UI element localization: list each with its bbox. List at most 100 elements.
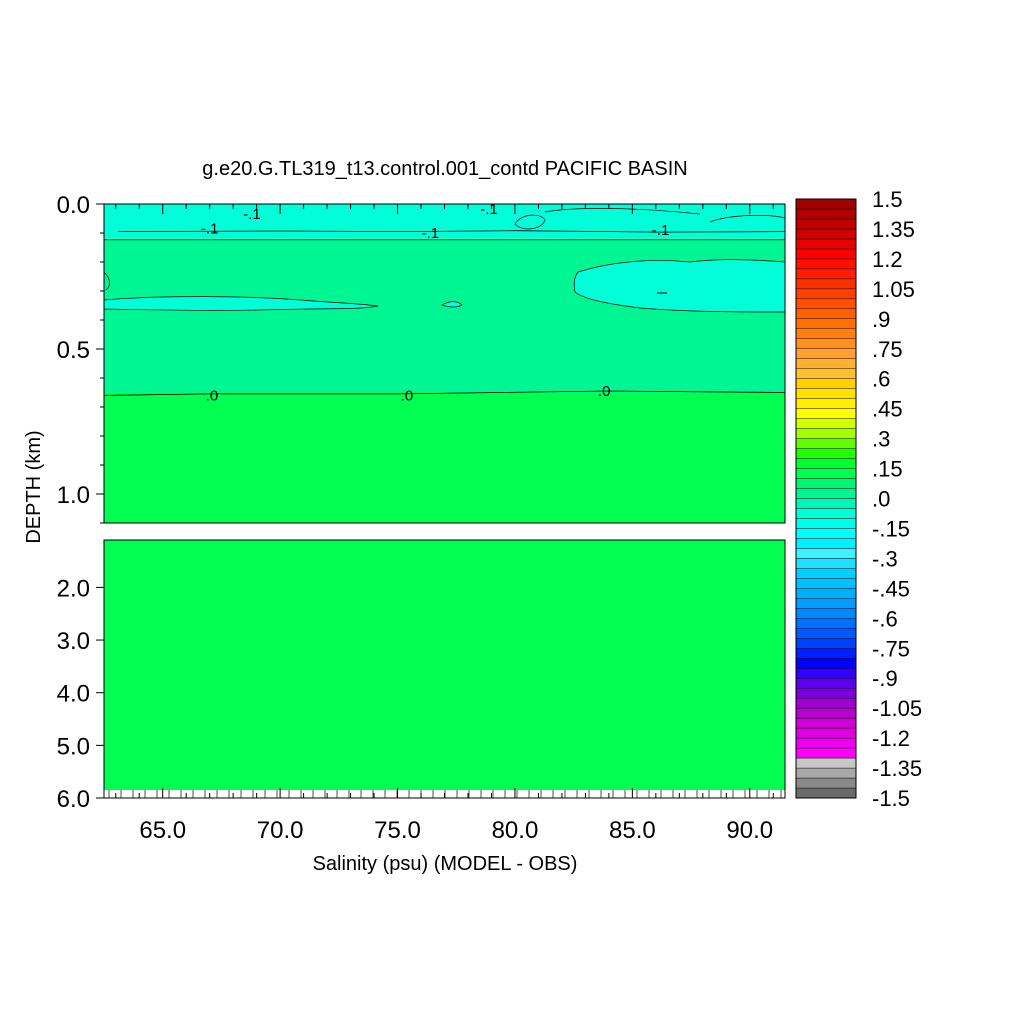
colorbar-swatch xyxy=(795,418,857,429)
colorbar-label: .45 xyxy=(872,397,903,422)
contour-line-1 xyxy=(103,390,786,396)
contour-label: -.1 xyxy=(243,206,261,223)
x-tick-label: 90.0 xyxy=(726,817,773,844)
colorbar-swatch xyxy=(795,248,857,260)
x-tick-label: 70.0 xyxy=(257,817,304,844)
colorbar-label: -.75 xyxy=(872,636,910,661)
colorbar-label: -.15 xyxy=(872,516,910,541)
colorbar-label: -.6 xyxy=(872,606,898,631)
y-tick-label: 2.0 xyxy=(57,575,90,602)
colorbar-label: -1.2 xyxy=(872,726,910,751)
colorbar-swatch xyxy=(795,588,857,599)
colorbar-swatch xyxy=(795,658,857,669)
colorbar-swatch xyxy=(795,308,857,320)
colorbar-swatch xyxy=(795,388,857,399)
anomaly-patch-east xyxy=(573,259,786,313)
y-tick-label: 0.0 xyxy=(57,192,90,219)
colorbar-swatch xyxy=(795,767,857,779)
colorbar-swatch xyxy=(795,618,857,629)
y-tick-label: 4.0 xyxy=(57,681,90,708)
colorbar-swatch xyxy=(795,288,857,300)
x-tick-label: 85.0 xyxy=(609,817,656,844)
colorbar-swatch xyxy=(795,298,857,310)
contour-label: -.1 xyxy=(480,201,498,218)
y-axis: 0.0 0.5 1.0 2.0 3.0 4.0 5.0 6.0 xyxy=(57,192,104,813)
colorbar-label: -.3 xyxy=(872,546,898,571)
colorbar-swatch xyxy=(795,198,857,210)
colorbar-swatch xyxy=(795,538,857,549)
x-tick-label: 65.0 xyxy=(139,817,186,844)
colorbar-swatch xyxy=(795,238,857,250)
colorbar-label: .0 xyxy=(872,487,890,512)
colorbar-label: .75 xyxy=(872,337,903,362)
colorbar-swatch xyxy=(795,278,857,290)
colorbar-label: 1.05 xyxy=(872,277,915,302)
anomaly-small-patch xyxy=(441,301,463,308)
colorbar-swatch xyxy=(795,568,857,579)
chart-title: g.e20.G.TL319_t13.control.001_contd PACI… xyxy=(202,158,687,180)
contour-edge-west xyxy=(103,271,110,291)
colorbar-swatch xyxy=(795,717,857,729)
colorbar-label: 1.35 xyxy=(872,217,915,242)
colorbar-frame xyxy=(795,198,857,799)
colorbar-swatch xyxy=(795,318,857,329)
colorbar-swatch xyxy=(795,378,857,389)
y-tick-label: 6.0 xyxy=(57,786,90,813)
colorbar-swatch xyxy=(795,368,857,379)
colorbar-swatch xyxy=(795,747,857,759)
x-axis: 65.0 70.0 75.0 80.0 85.0 90.0 xyxy=(115,204,774,844)
region-deep-water xyxy=(104,392,785,523)
colorbar-swatch xyxy=(795,668,857,679)
x-tick-label: 75.0 xyxy=(374,817,421,844)
y-tick-label: 3.0 xyxy=(57,628,90,655)
colorbar-swatch xyxy=(795,338,857,349)
colorbar-swatch xyxy=(795,268,857,280)
contour-closed-loop xyxy=(514,214,546,230)
contour-arc-mid xyxy=(544,208,701,215)
colorbar-swatch xyxy=(795,518,857,529)
colorbar-swatch xyxy=(795,697,857,709)
colorbar-swatch xyxy=(795,638,857,649)
colorbar-label: -1.05 xyxy=(872,696,922,721)
colorbar-swatch xyxy=(795,687,857,699)
x-axis-label: Salinity (psu) (MODEL - OBS) xyxy=(313,853,578,875)
colorbar-label: -.45 xyxy=(872,576,910,601)
colorbar-swatch xyxy=(795,608,857,619)
colorbar: 1.5 1.35 1.2 1.05 .9 .75 .6 .45 .3 .15 .0 -.15 -.3 -.… xyxy=(795,187,922,811)
contour-label: .0 xyxy=(598,383,611,400)
colorbar-swatch xyxy=(795,757,857,769)
colorbar-swatch xyxy=(795,438,857,449)
lower-depth-panel xyxy=(103,539,786,799)
colorbar-swatch xyxy=(795,707,857,719)
colorbar-swatch xyxy=(795,348,857,359)
colorbar-label: .6 xyxy=(872,367,890,392)
colorbar-swatch xyxy=(795,598,857,609)
colorbar-label: .15 xyxy=(872,457,903,482)
colorbar-swatch xyxy=(795,328,857,339)
colorbar-swatch xyxy=(795,548,857,559)
upper-depth-panel: -.1 -.1 -.1 -.1 -.1 .0 .0 .0 xyxy=(103,201,786,524)
colorbar-swatch xyxy=(795,218,857,230)
colorbar-label: 1.2 xyxy=(872,247,903,272)
colorbar-label: -1.5 xyxy=(872,786,910,811)
colorbar-swatch xyxy=(795,498,857,509)
region-surface-layer xyxy=(104,204,785,239)
colorbar-swatch xyxy=(795,228,857,240)
anomaly-band-west xyxy=(103,296,379,311)
y-axis-label: DEPTH (km) xyxy=(23,430,45,543)
colorbar-swatch xyxy=(795,448,857,459)
colorbar-label: -1.35 xyxy=(872,756,922,781)
contour-label: -.1 xyxy=(422,225,440,242)
colorbar-swatch xyxy=(795,258,857,270)
y-tick-label: 1.0 xyxy=(57,482,90,509)
colorbar-swatch xyxy=(795,508,857,519)
contour-label: .0 xyxy=(206,387,219,404)
colorbar-label: 1.5 xyxy=(872,187,903,212)
colorbar-swatch xyxy=(795,678,857,689)
colorbar-label: .9 xyxy=(872,307,890,332)
colorbar-swatch xyxy=(795,458,857,469)
colorbar-swatch xyxy=(795,727,857,739)
x-tick-label: 80.0 xyxy=(492,817,539,844)
region-deep-water-lower xyxy=(104,540,785,790)
